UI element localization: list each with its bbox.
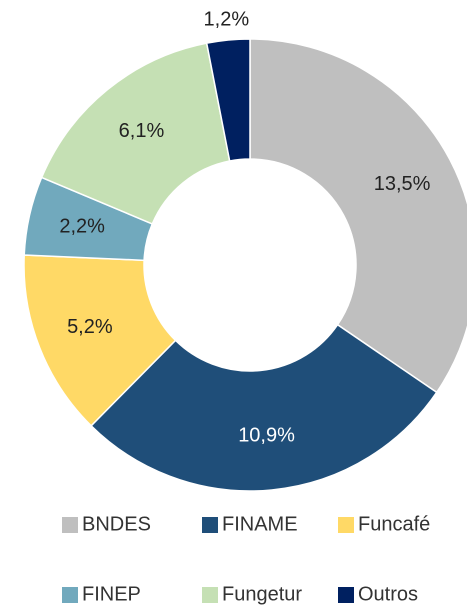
legend-label: Funcafé (358, 513, 430, 535)
slice (40, 42, 231, 225)
data-label: 1,2% (204, 8, 250, 30)
data-label: 13,5% (374, 173, 431, 195)
slice (249, 38, 467, 394)
data-label: 6,1% (119, 120, 165, 142)
legend-swatch (62, 587, 78, 603)
legend-label: FINEP (82, 583, 141, 605)
slice (90, 323, 438, 492)
data-label: 5,2% (67, 316, 113, 338)
legend-swatch (338, 587, 354, 603)
slice (23, 254, 177, 427)
data-label: 2,2% (59, 216, 105, 238)
legend-swatch (202, 587, 218, 603)
legend-swatch (62, 517, 78, 533)
legend-label: FINAME (222, 513, 298, 535)
legend-swatch (338, 517, 354, 533)
legend-label: BNDES (82, 513, 151, 535)
legend-label: Fungetur (222, 583, 302, 605)
data-label: 10,9% (238, 424, 295, 446)
legend-label: Outros (358, 583, 418, 605)
slice (205, 38, 251, 162)
legend-swatch (202, 517, 218, 533)
